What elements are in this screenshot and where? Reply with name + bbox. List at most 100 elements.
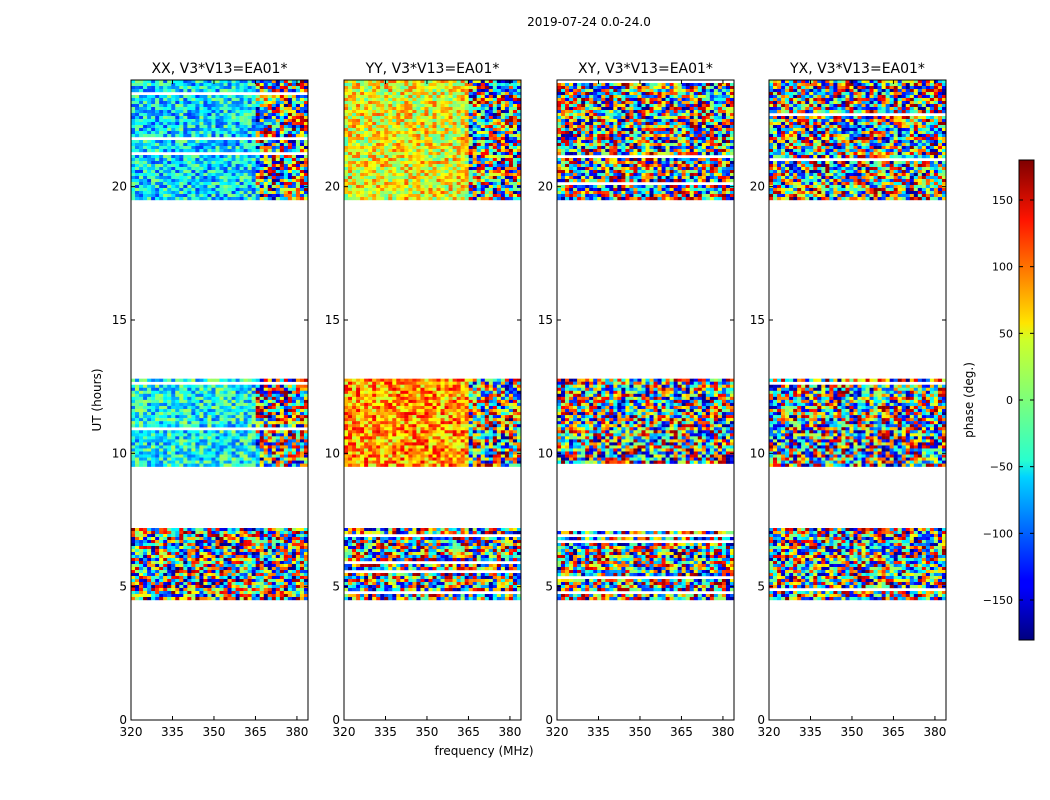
heatmap-cell	[356, 387, 361, 391]
heatmap-cell	[255, 424, 260, 428]
heatmap-cell	[456, 531, 461, 535]
heatmap-cell	[267, 591, 272, 595]
heatmap-cell	[175, 98, 180, 102]
heatmap-cell	[211, 588, 216, 592]
heatmap-cell	[468, 582, 473, 586]
heatmap-cell	[472, 588, 477, 592]
heatmap-cell	[283, 579, 289, 583]
heatmap-cell	[428, 549, 433, 553]
heatmap-cell	[380, 552, 385, 556]
heatmap-cell	[199, 128, 204, 132]
heatmap-cell	[243, 421, 248, 425]
heatmap-cell	[191, 167, 196, 171]
heatmap-cell	[372, 555, 377, 559]
heatmap-cell	[139, 116, 144, 120]
heatmap-cell	[163, 182, 168, 186]
heatmap-cell	[287, 421, 293, 425]
heatmap-cell	[388, 588, 393, 592]
heatmap-cell	[183, 113, 188, 117]
heatmap-cell	[135, 101, 140, 105]
heatmap-cell	[295, 167, 301, 171]
heatmap-cell	[384, 384, 389, 388]
heatmap-cell	[147, 531, 152, 535]
heatmap-cell	[155, 412, 160, 416]
heatmap-cell	[147, 430, 152, 434]
heatmap-cell	[203, 528, 208, 532]
heatmap-cell	[179, 546, 184, 550]
heatmap-cell	[219, 594, 224, 598]
heatmap-cell	[424, 576, 429, 580]
heatmap-cell	[424, 378, 429, 382]
heatmap-cell	[476, 531, 481, 535]
heatmap-cell	[255, 83, 260, 87]
heatmap-cell	[352, 567, 357, 571]
heatmap-cell	[199, 402, 204, 407]
heatmap-cell	[247, 98, 252, 102]
heatmap-cell	[143, 149, 148, 153]
heatmap-cell	[291, 564, 297, 568]
heatmap-cell	[452, 588, 457, 592]
heatmap-cell	[303, 378, 309, 382]
heatmap-cell	[223, 390, 228, 395]
heatmap-cell	[512, 567, 518, 571]
heatmap-cell	[179, 567, 184, 571]
heatmap-cell	[139, 412, 144, 416]
heatmap-cell	[299, 436, 305, 440]
heatmap-cell	[251, 531, 256, 535]
heatmap-cell	[291, 531, 297, 535]
heatmap-cell	[384, 579, 389, 583]
heatmap-cell	[279, 582, 285, 586]
heatmap-cell	[263, 167, 268, 171]
heatmap-cell	[303, 197, 309, 201]
heatmap-cell	[199, 164, 204, 168]
heatmap-cell	[352, 546, 357, 550]
heatmap-cell	[163, 89, 168, 93]
heatmap-cell	[416, 381, 421, 385]
heatmap-cell	[135, 384, 140, 388]
heatmap-cell	[283, 594, 289, 598]
heatmap-cell	[247, 448, 252, 452]
heatmap-cell	[175, 131, 180, 135]
heatmap-cell	[259, 131, 264, 135]
heatmap-cell	[279, 579, 285, 583]
heatmap-cell	[219, 194, 224, 198]
heatmap-cell	[231, 558, 236, 562]
heatmap-cell	[203, 387, 208, 391]
heatmap-cell	[279, 146, 285, 150]
heatmap-cell	[211, 448, 216, 452]
heatmap-cell	[167, 421, 172, 425]
heatmap-cell	[239, 457, 244, 461]
heatmap-cell	[283, 176, 289, 180]
heatmap-cell	[203, 573, 208, 577]
heatmap-cell	[155, 86, 160, 90]
heatmap-cell	[191, 430, 196, 434]
heatmap-cell	[299, 460, 305, 464]
heatmap-cell	[211, 113, 216, 117]
heatmap-cell	[259, 552, 264, 556]
heatmap-cell	[255, 176, 260, 180]
heatmap-cell	[263, 546, 268, 550]
heatmap-cell	[259, 460, 264, 464]
heatmap-cell	[456, 552, 461, 556]
heatmap-cell	[476, 543, 481, 547]
heatmap-cell	[432, 384, 437, 388]
heatmap-cell	[400, 573, 405, 577]
heatmap-cell	[271, 182, 277, 186]
heatmap-cell	[239, 555, 244, 559]
heatmap-cell	[235, 597, 240, 601]
heatmap-cell	[219, 164, 224, 168]
heatmap-cell	[344, 381, 349, 385]
heatmap-cell	[219, 107, 224, 111]
heatmap-cell	[251, 567, 256, 571]
heatmap-cell	[456, 390, 461, 395]
heatmap-cell	[155, 540, 160, 544]
heatmap-cell	[263, 98, 268, 102]
heatmap-cell	[155, 582, 160, 586]
heatmap-cell	[368, 582, 373, 586]
heatmap-cell	[163, 418, 168, 422]
heatmap-cell	[239, 546, 244, 550]
heatmap-cell	[388, 528, 393, 532]
heatmap-cell	[183, 409, 188, 413]
heatmap-cell	[151, 125, 156, 129]
heatmap-cell	[155, 439, 160, 443]
